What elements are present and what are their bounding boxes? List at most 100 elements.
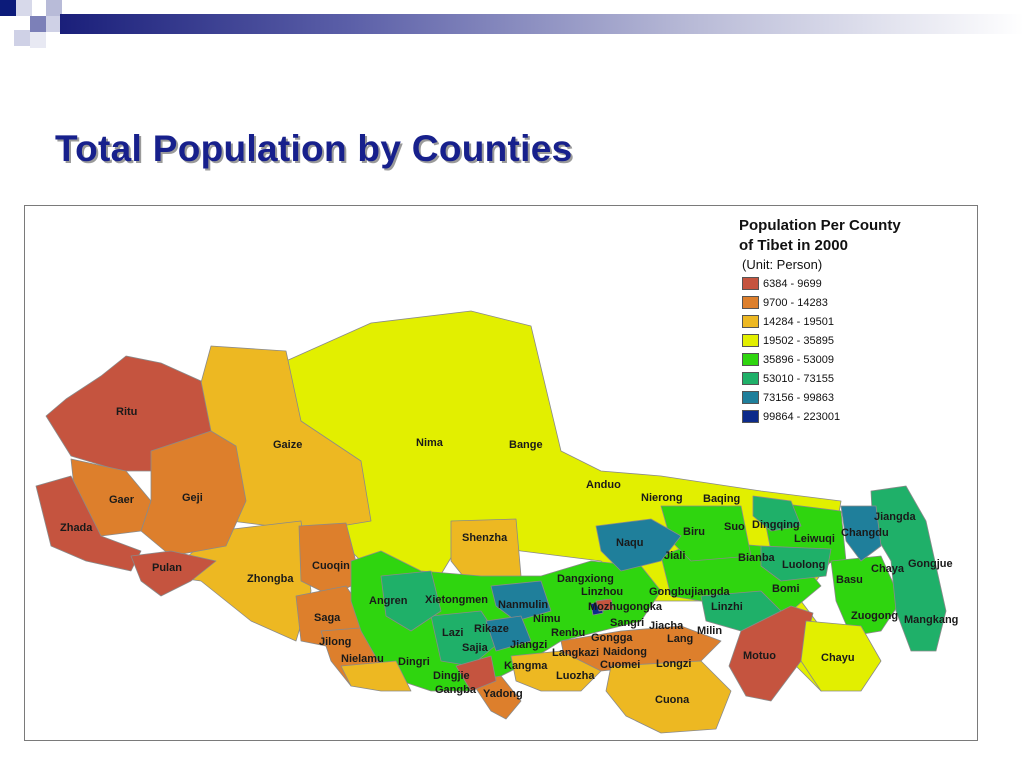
label-pulan: Pulan [152, 562, 182, 574]
label-gongjue: Gongjue [908, 558, 953, 570]
label-xietongmen: Xietongmen [425, 594, 488, 606]
legend-title-line2: of Tibet in 2000 [739, 237, 848, 254]
region-basu-zuogong [830, 555, 902, 637]
label-zhada: Zhada [60, 522, 93, 534]
label-mozhugongka: Mozhugongka [588, 601, 663, 613]
label-saga: Saga [314, 612, 341, 624]
label-gongbujiangda: Gongbujiangda [649, 586, 731, 598]
legend-swatch [742, 353, 759, 366]
label-lang: Lang [667, 633, 693, 645]
legend-row: 19502 - 35895 [739, 331, 967, 350]
legend-swatch [742, 277, 759, 290]
label-dingqing: Dingqing [752, 519, 800, 531]
region-nielamu-dingri [340, 660, 412, 692]
label-jiali: Jiali [664, 550, 685, 562]
legend-row: 73156 - 99863 [739, 388, 967, 407]
label-changdu: Changdu [841, 527, 889, 539]
label-cuoqin: Cuoqin [312, 560, 350, 572]
legend-range-label: 73156 - 99863 [763, 391, 834, 404]
legend-row: 35896 - 53009 [739, 350, 967, 369]
label-nanmulin: Nanmulin [498, 599, 548, 611]
legend-range-label: 14284 - 19501 [763, 315, 834, 328]
legend-swatch [742, 334, 759, 347]
label-yadong: Yadong [483, 688, 523, 700]
label-cuomei: Cuomei [600, 659, 640, 671]
label-cuona: Cuona [655, 694, 690, 706]
label-gongga: Gongga [591, 632, 633, 644]
label-mangkang: Mangkang [904, 614, 958, 626]
region-changdu [840, 505, 882, 562]
legend-row: 99864 - 223001 [739, 407, 967, 426]
legend-range-label: 19502 - 35895 [763, 334, 834, 347]
tibet-county-map: Ritu Gaize Nima Bange Anduo Nierong Baqi… [35, 310, 958, 734]
label-nimu: Nimu [533, 613, 561, 625]
region-luozha-small [595, 598, 614, 612]
label-linzhi: Linzhi [711, 601, 743, 613]
label-dangxiong: Dangxiong [557, 573, 614, 585]
region-pulan [130, 550, 217, 597]
region-geji [140, 430, 247, 557]
legend-range-label: 9700 - 14283 [763, 296, 828, 309]
label-milin: Milin [697, 625, 722, 637]
label-zuogong: Zuogong [851, 610, 898, 622]
title-decoration [0, 0, 1024, 62]
label-biru: Biru [683, 526, 705, 538]
county-regions [35, 310, 947, 734]
label-sangri: Sangri [610, 617, 644, 629]
label-jiangzi: Jiangzi [510, 639, 547, 651]
label-linzhou: Linzhou [581, 586, 623, 598]
label-gaize: Gaize [273, 439, 302, 451]
region-nanmulin [490, 580, 552, 622]
map-frame: Ritu Gaize Nima Bange Anduo Nierong Baqi… [24, 205, 978, 741]
label-bomi: Bomi [772, 583, 800, 595]
legend-range-label: 6384 - 9699 [763, 277, 822, 290]
label-jilong: Jilong [319, 636, 351, 648]
label-sajia: Sajia [462, 642, 489, 654]
legend-swatch [742, 315, 759, 328]
label-suo: Suo [724, 521, 745, 533]
region-gangba-yadong [470, 675, 522, 720]
legend-range-label: 35896 - 53009 [763, 353, 834, 366]
region-kangma-luozha [510, 650, 602, 692]
label-zhongba: Zhongba [247, 573, 294, 585]
label-basu: Basu [836, 574, 863, 586]
label-naidong: Naidong [603, 646, 647, 658]
label-bianba: Bianba [738, 552, 776, 564]
label-nierong: Nierong [641, 492, 683, 504]
region-cuona [605, 660, 732, 734]
label-angren: Angren [369, 595, 408, 607]
label-leiwuqi: Leiwuqi [794, 533, 835, 545]
label-luozha: Luozha [556, 670, 595, 682]
region-motuo [728, 605, 814, 702]
label-rikaze: Rikaze [474, 623, 509, 635]
label-bange: Bange [509, 439, 543, 451]
label-chaya: Chaya [871, 563, 905, 575]
legend-unit: (Unit: Person) [742, 257, 823, 272]
legend-swatch [742, 372, 759, 385]
region-rikaze [485, 615, 532, 652]
region-angren [380, 570, 442, 632]
label-chayu: Chayu [821, 652, 855, 664]
legend-swatch [742, 391, 759, 404]
label-lazi: Lazi [442, 627, 463, 639]
region-lazi-sajia [430, 610, 502, 667]
label-jiangda: Jiangda [874, 511, 916, 523]
label-longzi: Longzi [656, 658, 691, 670]
legend-row: 6384 - 9699 [739, 274, 967, 293]
legend-range-label: 99864 - 223001 [763, 410, 841, 423]
label-renbu: Renbu [551, 627, 585, 639]
region-chayu [800, 620, 882, 692]
legend-row: 14284 - 19501 [739, 312, 967, 331]
label-shenzha: Shenzha [462, 532, 508, 544]
label-baqing: Baqing [703, 493, 740, 505]
label-gaer: Gaer [109, 494, 135, 506]
legend-range-label: 53010 - 73155 [763, 372, 834, 385]
region-bianba-luolong [760, 545, 832, 582]
label-motuo: Motuo [743, 650, 776, 662]
label-dingri: Dingri [398, 656, 430, 668]
label-geji: Geji [182, 492, 203, 504]
slide-title: Total Population by Counties [55, 128, 573, 169]
region-naqu [595, 518, 682, 572]
label-luolong: Luolong [782, 559, 825, 571]
label-langkazi: Langkazi [552, 647, 599, 659]
